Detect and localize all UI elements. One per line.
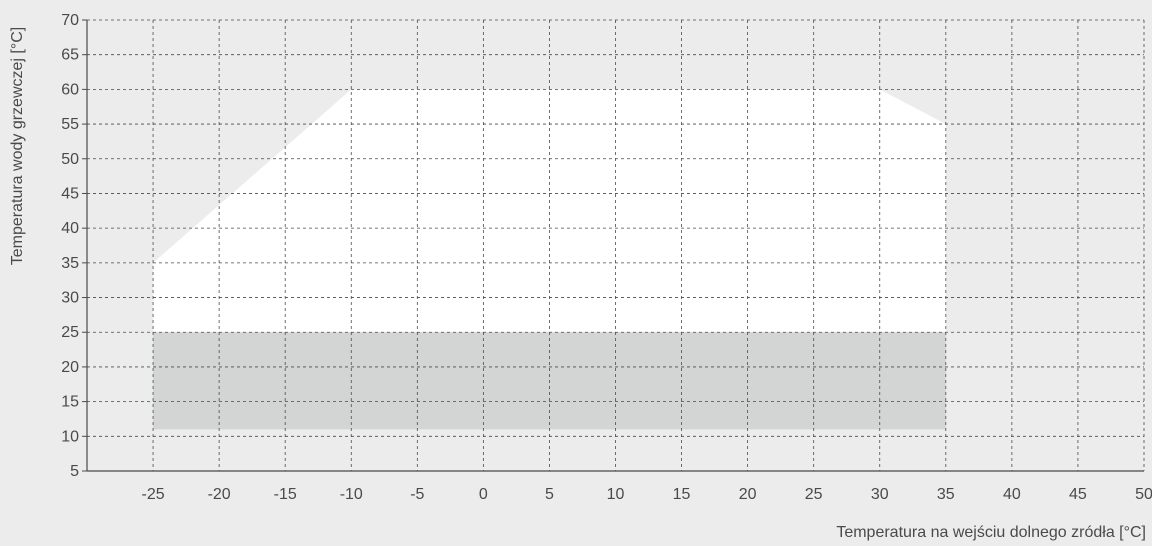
y-tick-label: 15 <box>61 394 79 411</box>
x-tick-label: 20 <box>739 486 757 503</box>
x-tick-label: -20 <box>208 486 231 503</box>
y-tick-label: 45 <box>61 185 79 202</box>
x-tick-label: -5 <box>410 486 424 503</box>
y-axis-title: Temperatura wody grzewczej [°C] <box>9 27 26 265</box>
region-1 <box>153 89 946 333</box>
x-tick-label: 50 <box>1135 486 1152 503</box>
x-tick-label: 40 <box>1003 486 1021 503</box>
y-tick-label: 20 <box>61 359 79 376</box>
x-tick-label: 10 <box>607 486 625 503</box>
x-tick-label: 30 <box>871 486 889 503</box>
y-tick-label: 40 <box>61 220 79 237</box>
y-tick-label: 5 <box>70 463 79 480</box>
x-tick-label: 5 <box>545 486 554 503</box>
y-axis-ticks: 5 10 15 20 25 30 35 40 45 50 55 60 65 70 <box>61 12 87 480</box>
y-tick-label: 10 <box>61 428 79 445</box>
x-axis-ticks: -25 -20 -15 -10 -5 0 5 10 15 20 25 30 35 40 45 50 <box>142 486 1152 503</box>
x-axis-title: Temperatura na wejściu dolnego zródła [°… <box>836 524 1146 541</box>
chart-axes <box>86 20 1144 472</box>
y-tick-label: 70 <box>61 12 79 29</box>
x-tick-label: 0 <box>479 486 488 503</box>
y-tick-label: 55 <box>61 116 79 133</box>
y-tick-label: 50 <box>61 151 79 168</box>
y-tick-label: 35 <box>61 255 79 272</box>
x-tick-label: -15 <box>274 486 297 503</box>
x-tick-label: -10 <box>340 486 363 503</box>
y-tick-label: 60 <box>61 81 79 98</box>
x-tick-label: 25 <box>805 486 823 503</box>
y-tick-label: 65 <box>61 47 79 64</box>
x-tick-label: -25 <box>142 486 165 503</box>
chart-grid <box>87 19 1145 471</box>
x-tick-label: 15 <box>673 486 691 503</box>
y-tick-label: 30 <box>61 290 79 307</box>
x-tick-label: 45 <box>1069 486 1087 503</box>
x-tick-label: 35 <box>937 486 955 503</box>
y-tick-label: 25 <box>61 324 79 341</box>
